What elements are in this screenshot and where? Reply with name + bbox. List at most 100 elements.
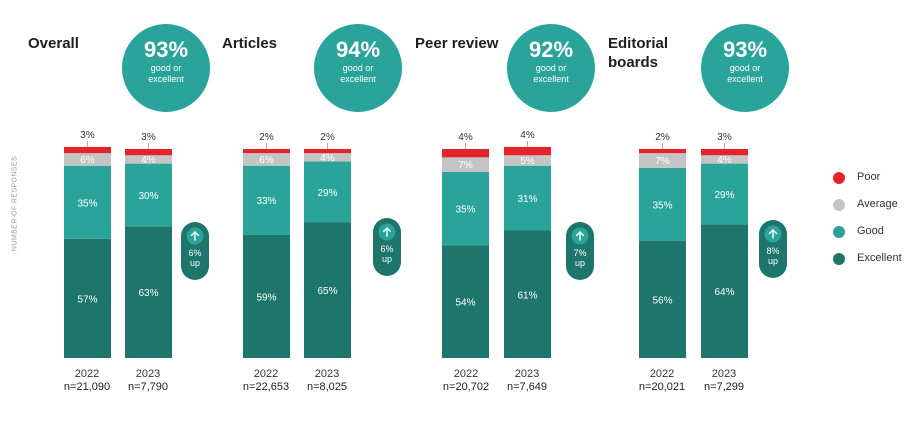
data-label-good: 35% (652, 200, 672, 211)
data-label-good: 30% (138, 191, 158, 202)
bar-segment-good (442, 171, 489, 246)
arrow-up-icon (571, 227, 589, 245)
summary-caption: good or excellent (340, 63, 376, 84)
bar-segment-excellent (504, 230, 551, 358)
data-label-good: 31% (517, 194, 537, 205)
sample-size-label: n=7,299 (703, 381, 745, 393)
sample-size-label: n=7,790 (127, 381, 169, 393)
bar-segment-poor (243, 149, 290, 154)
legend-label: Excellent (857, 252, 902, 264)
data-label-excellent: 54% (455, 298, 475, 309)
year-label: 2022 (74, 368, 100, 380)
bar-segment-good (504, 165, 551, 231)
change-pill-editorial-boards: 8% up (759, 220, 787, 278)
arrow-up-icon (764, 225, 782, 243)
summary-circle-articles: 94% good or excellent (314, 24, 402, 112)
legend-swatch (833, 199, 845, 211)
data-label-good: 29% (317, 188, 337, 199)
bar-segment-average (639, 153, 686, 168)
year-label: 2023 (514, 368, 540, 380)
bar-segment-excellent (701, 224, 748, 358)
summary-percent: 93% (143, 37, 189, 62)
data-label-average: 4% (717, 155, 732, 166)
arrow-up-icon (186, 227, 204, 245)
arrow-up-icon (378, 223, 396, 241)
sample-size-label: n=21,090 (63, 381, 111, 393)
data-label-average: 6% (259, 155, 274, 166)
change-pill-overall: 6% up (181, 222, 209, 280)
data-label-poor: 3% (141, 132, 156, 143)
summary-caption: good or excellent (148, 63, 184, 84)
data-label-excellent: 64% (714, 287, 734, 298)
summary-percent: 93% (722, 37, 768, 62)
summary-caption: good or excellent (727, 63, 763, 84)
summary-percent: 92% (528, 37, 574, 62)
data-label-poor: 2% (320, 132, 335, 143)
change-text: 7% up (573, 248, 587, 268)
bar-segment-average (243, 153, 290, 166)
bar-segment-excellent (304, 222, 351, 358)
change-text: 6% up (188, 248, 202, 268)
change-text: 6% up (380, 244, 394, 264)
data-label-poor: 3% (80, 130, 95, 141)
bar-segment-poor (304, 149, 351, 154)
bar-segment-good (304, 161, 351, 223)
data-label-poor: 2% (259, 132, 274, 143)
change-text: 8% up (766, 246, 780, 266)
data-label-poor: 4% (458, 132, 473, 143)
panel-title-articles: Articles (222, 35, 278, 52)
data-label-excellent: 61% (517, 290, 537, 301)
bar-segment-excellent (125, 226, 172, 358)
sample-size-label: n=20,702 (442, 381, 490, 393)
bar-segment-excellent (442, 245, 489, 358)
year-label: 2023 (314, 368, 340, 380)
data-label-average: 4% (320, 153, 335, 164)
bar-segment-average (504, 155, 551, 166)
data-label-excellent: 59% (256, 292, 276, 303)
bar-segment-good (243, 165, 290, 235)
year-label: 2022 (649, 368, 675, 380)
panel-title-editorial-boards: Editorial boards (608, 35, 669, 71)
data-label-good: 35% (455, 205, 475, 216)
legend-swatch (833, 172, 845, 184)
bar-segment-poor (701, 149, 748, 156)
legend-label: Average (857, 198, 898, 210)
bar-segment-poor (504, 146, 551, 156)
change-pill-articles: 6% up (373, 218, 401, 276)
data-label-average: 7% (655, 156, 670, 167)
sample-size-label: n=7,649 (506, 381, 548, 393)
legend-label: Poor (857, 171, 881, 183)
data-label-poor: 2% (655, 132, 670, 143)
sample-size-label: n=8,025 (306, 381, 348, 393)
bar-segment-excellent (243, 234, 290, 358)
bar-segment-average (701, 155, 748, 164)
panel-title-overall: Overall (28, 35, 79, 52)
bar-segment-poor (125, 149, 172, 156)
bar-segment-excellent (639, 240, 686, 358)
year-label: 2023 (711, 368, 737, 380)
data-label-excellent: 57% (77, 294, 97, 305)
bar-segment-average (442, 157, 489, 172)
bar-segment-average (64, 153, 111, 166)
bar-segment-average (304, 153, 351, 162)
data-label-excellent: 63% (138, 288, 158, 299)
bar-segment-poor (64, 146, 111, 154)
data-label-good: 35% (77, 198, 97, 209)
bar-segment-good (125, 163, 172, 227)
summary-percent: 94% (335, 37, 381, 62)
data-label-average: 5% (520, 156, 535, 167)
data-label-good: 29% (714, 190, 734, 201)
panel-title-peer-review: Peer review (415, 35, 499, 52)
change-pill-peer-review: 7% up (566, 222, 594, 280)
data-label-average: 4% (141, 155, 156, 166)
legend-swatch (833, 253, 845, 265)
legend-swatch (833, 226, 845, 238)
sample-size-label: n=22,653 (242, 381, 290, 393)
bar-segment-good (639, 167, 686, 241)
legend-label: Good (857, 225, 884, 237)
year-label: 2022 (253, 368, 279, 380)
data-label-excellent: 56% (652, 295, 672, 306)
data-label-poor: 4% (520, 130, 535, 141)
year-label: 2023 (135, 368, 161, 380)
